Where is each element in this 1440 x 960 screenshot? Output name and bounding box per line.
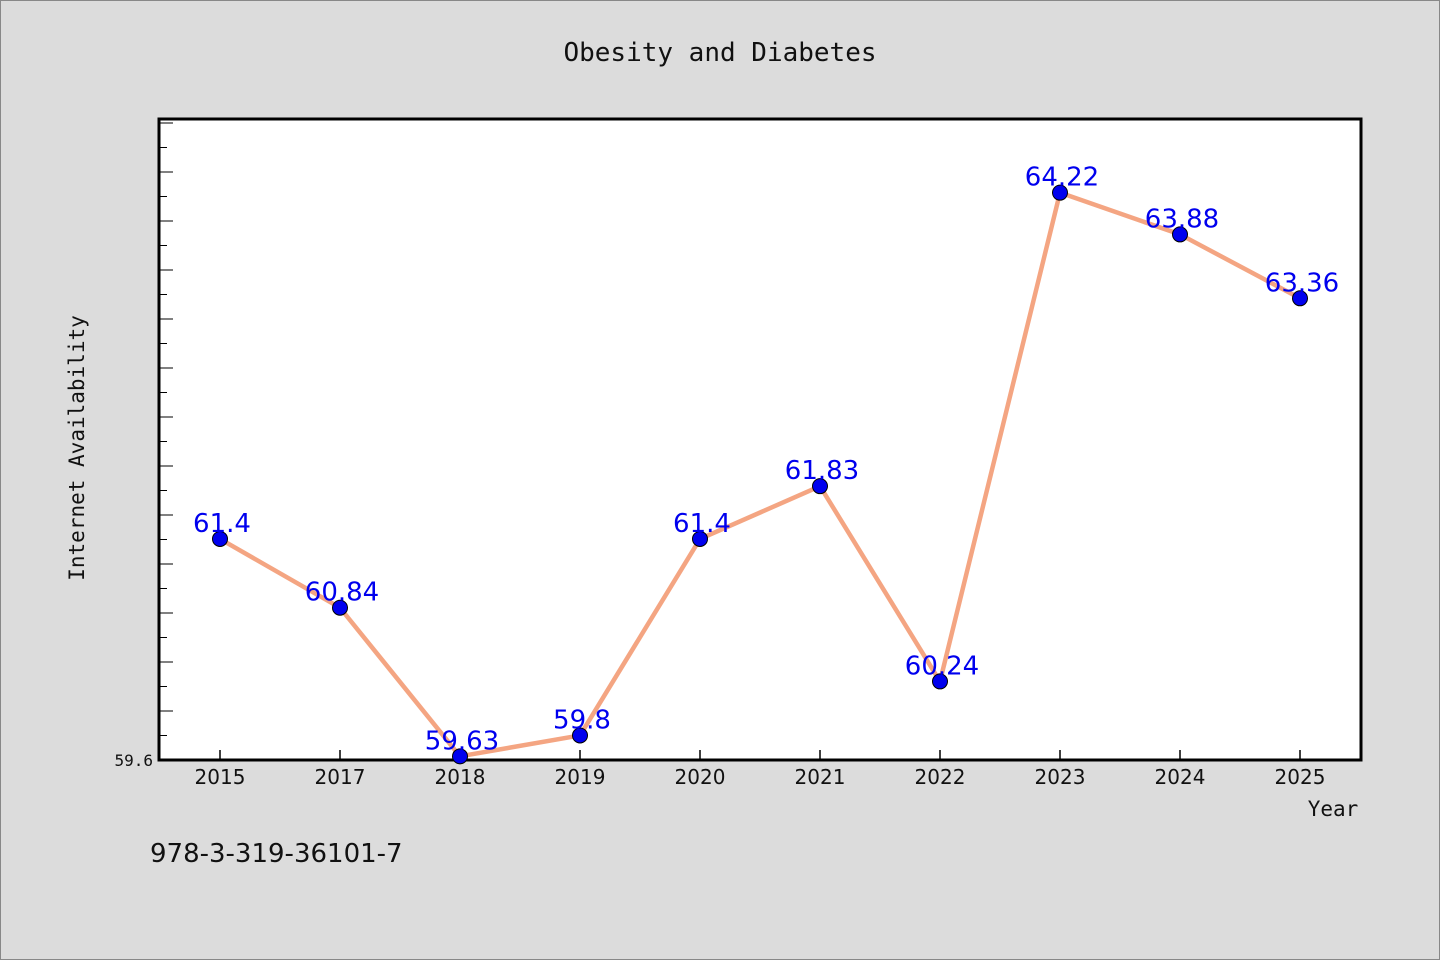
x-tick-label: 2019 xyxy=(555,765,606,789)
data-point xyxy=(332,599,348,616)
series-line-group xyxy=(212,184,1308,765)
data-point xyxy=(812,478,828,495)
x-tick-label: 2018 xyxy=(435,765,486,789)
data-label: 60.24 xyxy=(905,651,979,681)
x-tick-label: 2022 xyxy=(915,765,966,789)
data-label: 60.84 xyxy=(305,578,379,608)
y-axis-label: Internet Availability xyxy=(65,315,89,581)
data-point xyxy=(1292,290,1308,307)
data-point xyxy=(1052,184,1068,201)
data-label: 63.88 xyxy=(1145,204,1219,234)
data-point xyxy=(692,530,708,547)
data-point xyxy=(212,530,228,547)
footer-identifier: 978-3-319-36101-7 xyxy=(150,839,403,869)
data-label: 64.22 xyxy=(1025,163,1099,193)
x-tick-label: 2025 xyxy=(1275,765,1326,789)
data-label: 63.36 xyxy=(1265,268,1339,298)
data-label: 59.8 xyxy=(553,705,611,735)
x-tick-label: 2024 xyxy=(1155,765,1206,789)
x-tick-label: 2020 xyxy=(675,765,726,789)
x-axis-label: Year xyxy=(1308,797,1359,821)
data-point xyxy=(572,727,588,744)
data-label: 61.4 xyxy=(673,509,731,539)
data-labels-group: 61.4 60.84 59.63 59.8 61.4 61.83 60.24 64.22 63.… xyxy=(193,163,1339,757)
data-label: 59.63 xyxy=(425,726,499,756)
data-label: 61.4 xyxy=(193,509,251,539)
x-tick-label: 2015 xyxy=(195,765,246,789)
x-tick-label: 2023 xyxy=(1035,765,1086,789)
x-tick-label: 2021 xyxy=(795,765,846,789)
x-tick-label: 2017 xyxy=(315,765,366,789)
data-point xyxy=(932,673,948,690)
data-label: 61.83 xyxy=(785,456,859,486)
data-point xyxy=(1172,226,1188,243)
y-axis-ticks: 59.6 xyxy=(114,122,173,770)
data-point xyxy=(452,748,468,765)
series-line xyxy=(218,190,1302,759)
chart-title: Obesity and Diabetes xyxy=(563,38,876,68)
y-tick-label: 59.6 xyxy=(114,751,153,770)
x-axis-ticks: 2015 2017 2018 2019 2020 2021 2022 2023 2024 2025 xyxy=(195,750,1326,789)
